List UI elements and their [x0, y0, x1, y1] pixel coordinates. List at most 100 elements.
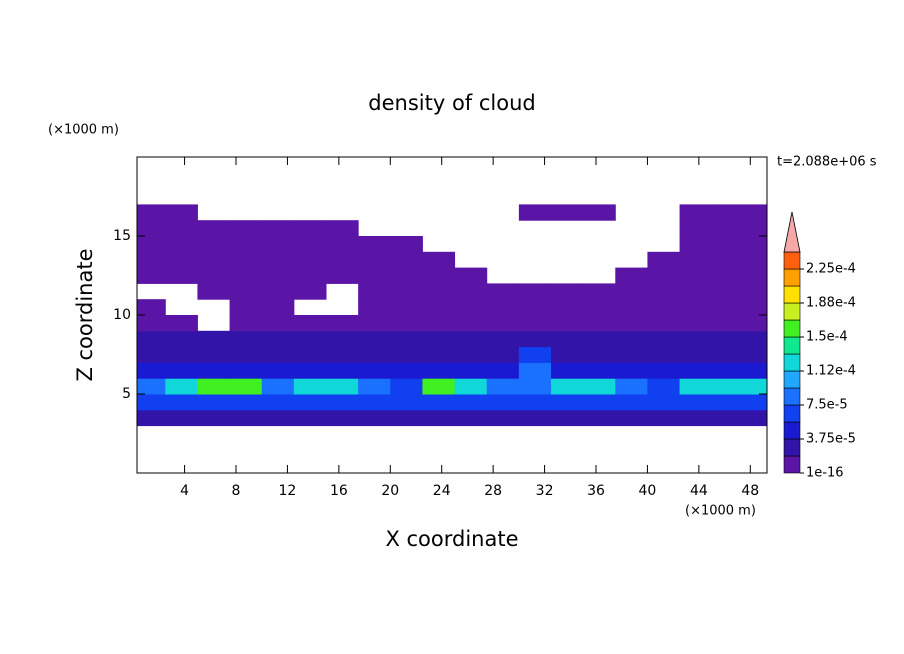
field-cell	[743, 409, 767, 427]
colorbar-band	[783, 319, 801, 338]
field-cell	[679, 204, 713, 221]
field-cell	[679, 378, 713, 395]
field-cell	[647, 330, 681, 348]
field-cell	[293, 362, 327, 379]
field-cell	[390, 346, 423, 363]
field-cell	[422, 299, 456, 316]
colorbar-band	[783, 421, 801, 440]
field-cell	[261, 394, 295, 411]
field-cell	[551, 378, 584, 395]
field-cell	[358, 346, 391, 363]
field-cell	[165, 236, 198, 253]
field-cell	[197, 394, 231, 411]
field-cell	[165, 204, 198, 221]
field-cell	[326, 220, 359, 237]
field-cell	[743, 204, 767, 221]
field-cell	[229, 315, 263, 332]
field-cell	[293, 394, 327, 411]
field-cell	[711, 299, 745, 316]
field-cell	[679, 315, 713, 332]
field-cell	[743, 394, 767, 411]
field-cell	[679, 251, 713, 269]
field-cell	[583, 330, 616, 348]
field-cell	[261, 346, 295, 363]
field-cell	[229, 378, 263, 395]
field-cell	[261, 220, 295, 237]
field-cell	[165, 346, 198, 363]
field-cell	[583, 315, 616, 332]
colorbar-band	[783, 268, 801, 287]
field-cell	[229, 267, 263, 284]
field-cell	[647, 299, 681, 316]
colorbar-band	[783, 438, 801, 457]
field-cell	[137, 236, 166, 253]
field-cell	[679, 236, 713, 253]
field-cell	[422, 330, 456, 348]
field-cell	[486, 409, 520, 427]
field-cell	[326, 394, 359, 411]
field-cell	[583, 299, 616, 316]
field-cell	[197, 220, 231, 237]
x-tick-label: 44	[690, 483, 708, 499]
field-cell	[743, 251, 767, 269]
field-cell	[711, 346, 745, 363]
field-cell	[197, 267, 231, 284]
field-cell	[261, 330, 295, 348]
field-cell	[551, 204, 584, 221]
x-axis-label: X coordinate	[385, 527, 518, 551]
field-cell	[261, 409, 295, 427]
field-cell	[390, 299, 423, 316]
x-tick-label: 48	[741, 483, 759, 499]
field-cell	[358, 251, 391, 269]
colorbar-tick-label: 7.5e-5	[806, 398, 848, 413]
field-cell	[261, 378, 295, 395]
field-cell	[583, 378, 616, 395]
field-cell	[229, 251, 263, 269]
field-cell	[615, 283, 648, 300]
colorbar-band	[783, 285, 801, 304]
field-cell	[229, 409, 263, 427]
field-cell	[293, 409, 327, 427]
colorbar-band	[783, 336, 801, 355]
x-tick-label: 40	[639, 483, 657, 499]
field-cell	[358, 267, 391, 284]
field-cell	[261, 362, 295, 379]
field-cell	[137, 267, 166, 284]
field-cell	[358, 409, 391, 427]
field-cell	[293, 267, 327, 284]
field-cell	[583, 362, 616, 379]
field-cell	[486, 362, 520, 379]
x-tick-label: 24	[433, 483, 451, 499]
colorbar-band	[783, 251, 801, 270]
field-cell	[390, 236, 423, 253]
field-cell	[293, 220, 327, 237]
field-cell	[743, 330, 767, 348]
field-cell	[518, 283, 552, 300]
field-cell	[679, 362, 713, 379]
field-cell	[229, 283, 263, 300]
field-cell	[551, 330, 584, 348]
field-cell	[679, 394, 713, 411]
field-cell	[293, 236, 327, 253]
field-cell	[743, 346, 767, 363]
field-cell	[486, 315, 520, 332]
field-cell	[293, 330, 327, 348]
colorbar-tick-label: 1.88e-4	[806, 296, 856, 311]
field-cell	[711, 315, 745, 332]
field-cell	[422, 409, 456, 427]
field-cell	[422, 346, 456, 363]
field-cell	[358, 315, 391, 332]
field-cell	[165, 267, 198, 284]
field-cell	[137, 394, 166, 411]
y-unit: (×1000 m)	[48, 123, 119, 138]
field-cell	[137, 220, 166, 237]
field-cell	[165, 315, 198, 332]
field-cell	[518, 330, 552, 348]
field-cell	[390, 315, 423, 332]
field-cell	[647, 346, 681, 363]
field-cell	[422, 267, 456, 284]
field-cell	[615, 346, 648, 363]
field-cell	[454, 362, 488, 379]
field-cell	[743, 283, 767, 300]
field-cell	[326, 251, 359, 269]
